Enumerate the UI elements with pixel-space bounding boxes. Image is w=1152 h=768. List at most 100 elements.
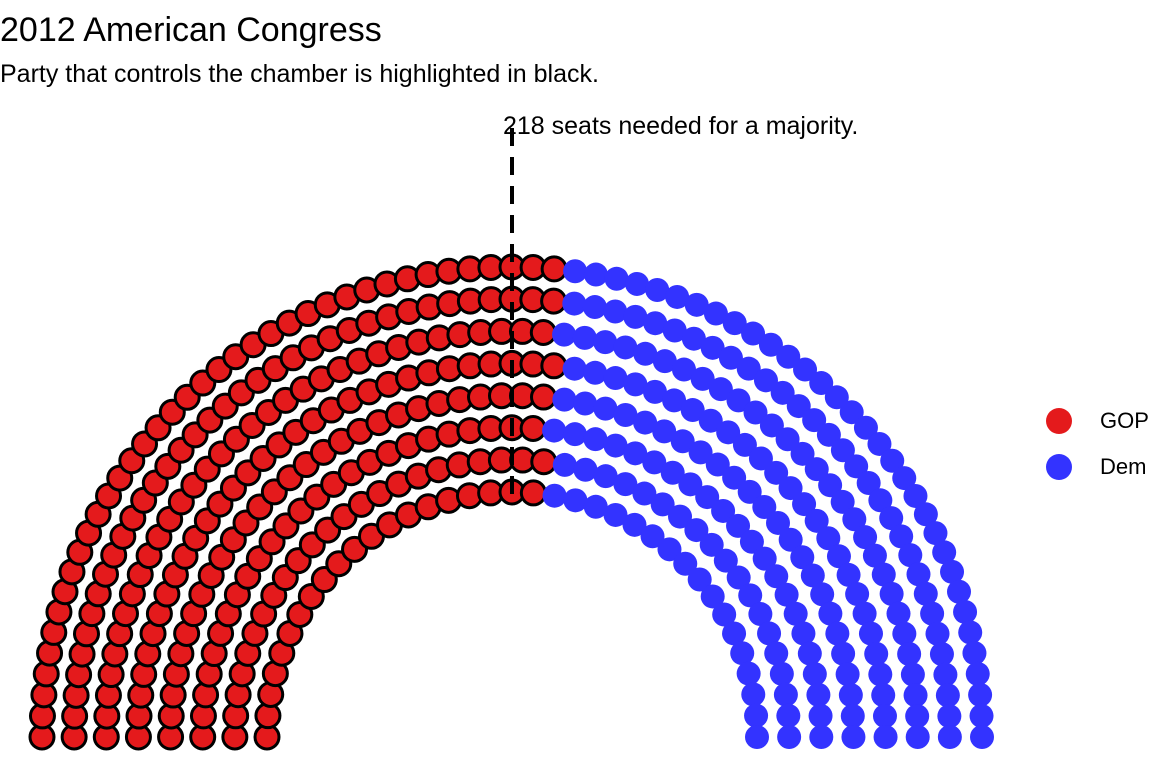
seat-gop — [530, 448, 558, 476]
seat-dem — [800, 563, 825, 588]
seats-layer — [28, 253, 994, 751]
seat-dem — [879, 506, 904, 531]
seat-dem — [937, 704, 962, 729]
seat-dem — [872, 704, 897, 729]
seat-dem — [913, 581, 938, 606]
seat-dem — [947, 579, 971, 604]
seat-dem — [678, 472, 703, 497]
seat-dem — [769, 661, 794, 686]
seat-dem — [736, 661, 761, 686]
seat-dem — [852, 601, 877, 626]
seat-dem — [853, 415, 878, 440]
seat-gop — [540, 352, 568, 380]
seat-dem — [623, 304, 648, 329]
seat-dem — [778, 476, 803, 501]
seat-dem — [698, 408, 723, 433]
seat-dem — [744, 703, 769, 728]
seat-dem — [688, 440, 713, 465]
seat-dem — [743, 400, 768, 425]
seat-dem — [681, 326, 706, 351]
seat-dem — [741, 682, 766, 707]
seat-dem — [898, 543, 923, 568]
seat-dem — [562, 422, 587, 447]
seat-dem — [764, 460, 789, 485]
seat-dem — [903, 483, 928, 508]
seat-dem — [583, 262, 608, 287]
seat-dem — [542, 483, 567, 508]
seat-dem — [903, 683, 928, 708]
seat-dem — [969, 703, 994, 728]
seat-gop — [540, 287, 568, 315]
seat-dem — [758, 332, 783, 357]
seat-dem — [804, 508, 829, 533]
seat-dem — [623, 441, 648, 466]
seat-dem — [868, 488, 893, 513]
seat-dem — [962, 641, 987, 666]
seat-gop — [540, 255, 568, 283]
seat-dem — [790, 545, 815, 570]
seat-dem — [613, 472, 638, 497]
seat-dem — [790, 441, 815, 466]
seat-dem — [804, 457, 829, 482]
seat-dem — [770, 380, 795, 405]
seat-dem — [776, 703, 801, 728]
seat-dem — [632, 481, 657, 506]
seat-dem — [680, 398, 705, 423]
seat-dem — [552, 322, 577, 347]
seat-dem — [778, 527, 803, 552]
seat-dem — [958, 620, 983, 645]
seat-dem — [745, 725, 769, 749]
seat-dem — [593, 464, 618, 489]
seat-dem — [825, 621, 850, 646]
seat-dem — [603, 299, 628, 324]
chart-title: 2012 American Congress — [0, 11, 382, 49]
seat-dem — [625, 271, 650, 296]
seat-dem — [748, 602, 773, 627]
seat-dem — [830, 438, 855, 463]
seat-dem — [700, 584, 725, 609]
seat-dem — [737, 479, 762, 504]
seat-dem — [730, 641, 755, 666]
seat-dem — [542, 418, 567, 443]
seat-dem — [700, 335, 725, 360]
seat-dem — [562, 356, 587, 381]
seat-dem — [593, 396, 618, 421]
seat-dem — [929, 642, 954, 667]
seat-dem — [889, 524, 914, 549]
seat-gop — [519, 414, 547, 442]
seat-dem — [572, 325, 597, 350]
seat-dem — [868, 662, 893, 687]
seat-dem — [652, 419, 677, 444]
seat-dem — [713, 548, 738, 573]
seat-dem — [552, 387, 577, 412]
seat-dem — [690, 366, 715, 391]
seat-dem — [839, 400, 864, 425]
seat-dem — [603, 366, 628, 391]
legend: GOP Dem — [1046, 398, 1149, 490]
seat-dem — [906, 562, 931, 587]
seat-dem — [802, 662, 827, 687]
seat-dem — [777, 725, 802, 749]
seat-dem — [913, 502, 938, 527]
seat-dem — [840, 703, 865, 728]
chart-subtitle: Party that controls the chamber is highl… — [0, 60, 599, 88]
seat-dem — [753, 368, 778, 393]
seat-dem — [836, 562, 861, 587]
seat-dem — [603, 502, 628, 527]
seat-dem — [797, 641, 822, 666]
seat-dem — [897, 642, 922, 667]
seat-dem — [824, 385, 849, 410]
seat-gop — [530, 383, 557, 411]
legend-swatch-gop — [1046, 408, 1072, 434]
legend-label-dem: Dem — [1100, 454, 1147, 479]
seat-dem — [711, 498, 736, 523]
majority-annotation: 218 seats needed for a majority. — [503, 112, 858, 140]
seat-dem — [593, 330, 618, 355]
legend-item-dem: Dem — [1046, 444, 1149, 490]
seat-dem — [703, 301, 728, 326]
seat-dem — [699, 532, 724, 557]
seat-dem — [892, 466, 917, 491]
seat-dem — [662, 388, 687, 413]
seat-dem — [905, 725, 930, 749]
